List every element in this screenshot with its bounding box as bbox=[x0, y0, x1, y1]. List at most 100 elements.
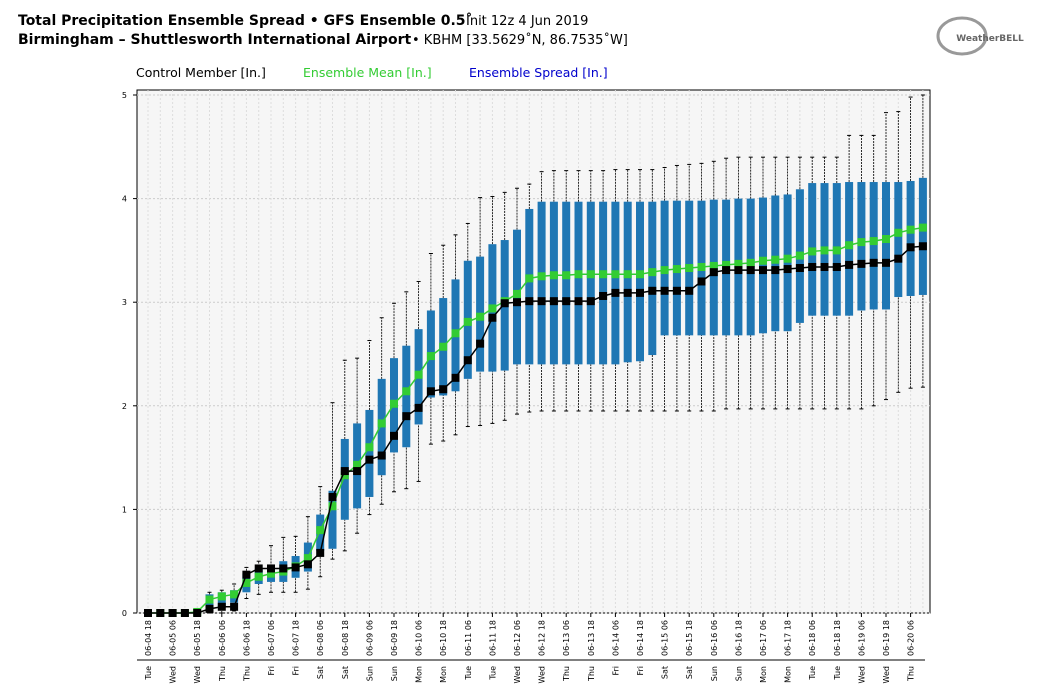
marker bbox=[697, 262, 706, 271]
weekday-label: Tue bbox=[833, 666, 842, 681]
weekday-label: Thu bbox=[587, 666, 596, 682]
marker bbox=[562, 271, 571, 280]
marker bbox=[795, 264, 804, 273]
x-tick-label: 06-17 18 bbox=[784, 620, 793, 656]
x-tick-label: 06-16 06 bbox=[710, 620, 719, 656]
box bbox=[636, 201, 644, 362]
legend-label: Control Member [In.] bbox=[136, 65, 266, 80]
marker bbox=[353, 460, 362, 469]
logo: WeatherBELL bbox=[936, 16, 1024, 56]
x-tick-label: 06-20 06 bbox=[907, 620, 916, 656]
marker bbox=[562, 297, 571, 306]
legend-label: Ensemble Mean [In.] bbox=[303, 65, 432, 80]
marker bbox=[685, 286, 694, 295]
marker bbox=[426, 352, 435, 361]
box bbox=[869, 182, 878, 310]
weekday-label: Mon bbox=[439, 666, 448, 683]
marker bbox=[316, 526, 325, 535]
x-tick-label: 06-11 06 bbox=[464, 620, 473, 656]
chart-title-note: Init 12z 4 Jun 2019 bbox=[466, 14, 588, 29]
marker bbox=[291, 563, 300, 572]
marker bbox=[267, 564, 275, 573]
weekday-label: Mon bbox=[759, 666, 768, 683]
chart-subtitle: Birmingham – Shuttlesworth International… bbox=[18, 32, 411, 48]
marker bbox=[832, 262, 841, 271]
x-tick-label: 06-12 06 bbox=[513, 620, 522, 656]
weekday-label: Thu bbox=[562, 666, 571, 682]
weekday-label: Sun bbox=[390, 666, 399, 681]
marker bbox=[771, 266, 780, 275]
x-tick-label: 06-08 06 bbox=[316, 620, 325, 656]
marker bbox=[476, 339, 485, 348]
weekday-label: Mon bbox=[784, 666, 793, 683]
weekday-label: Wed bbox=[857, 666, 866, 683]
marker bbox=[463, 356, 472, 365]
marker bbox=[340, 471, 349, 480]
marker bbox=[537, 272, 546, 281]
marker bbox=[808, 247, 817, 256]
marker bbox=[549, 271, 558, 280]
marker bbox=[488, 304, 497, 313]
box bbox=[402, 345, 411, 448]
marker bbox=[402, 412, 411, 421]
box bbox=[882, 182, 890, 310]
marker bbox=[882, 258, 890, 267]
weekday-label: Tue bbox=[464, 666, 473, 681]
box bbox=[365, 409, 374, 497]
marker bbox=[709, 268, 718, 277]
marker bbox=[697, 277, 706, 286]
marker bbox=[402, 387, 411, 396]
marker bbox=[894, 254, 903, 263]
y-tick-label: 4 bbox=[122, 195, 127, 204]
marker bbox=[709, 261, 718, 270]
marker bbox=[377, 451, 386, 460]
marker bbox=[205, 595, 214, 604]
marker bbox=[230, 602, 239, 611]
logo-swirl bbox=[936, 16, 988, 56]
marker bbox=[390, 431, 398, 440]
marker bbox=[832, 246, 841, 255]
marker bbox=[476, 312, 485, 321]
marker bbox=[267, 569, 275, 578]
marker bbox=[340, 467, 349, 476]
marker bbox=[820, 246, 829, 255]
marker bbox=[513, 289, 521, 298]
box bbox=[611, 201, 620, 365]
box bbox=[648, 201, 657, 356]
marker bbox=[525, 274, 534, 283]
y-tick-label: 0 bbox=[122, 609, 127, 618]
y-tick-label: 2 bbox=[122, 402, 127, 411]
marker bbox=[808, 262, 817, 271]
marker bbox=[906, 225, 915, 234]
box bbox=[328, 490, 337, 549]
weekday-label: Wed bbox=[882, 666, 891, 683]
marker bbox=[230, 590, 239, 599]
weekday-label: Thu bbox=[242, 666, 251, 682]
marker bbox=[660, 266, 669, 275]
box bbox=[759, 197, 767, 334]
marker bbox=[525, 297, 534, 306]
legend-label: Ensemble Spread [In.] bbox=[469, 65, 608, 80]
weekday-label: Mon bbox=[415, 666, 424, 683]
weekday-label: Thu bbox=[218, 666, 227, 682]
marker bbox=[451, 373, 460, 382]
marker bbox=[611, 288, 620, 297]
marker bbox=[894, 228, 903, 237]
marker bbox=[746, 266, 755, 275]
box bbox=[918, 177, 927, 295]
marker bbox=[377, 419, 386, 428]
marker bbox=[279, 564, 288, 573]
marker bbox=[488, 313, 497, 322]
marker bbox=[746, 258, 755, 267]
box bbox=[599, 201, 608, 365]
marker bbox=[918, 223, 927, 232]
marker bbox=[636, 270, 644, 279]
box bbox=[783, 194, 792, 332]
marker bbox=[783, 254, 792, 263]
x-tick-label: 06-16 18 bbox=[734, 620, 743, 656]
weekday-label: Sat bbox=[341, 666, 350, 679]
x-tick-label: 06-07 06 bbox=[267, 620, 276, 656]
box bbox=[549, 201, 558, 365]
box bbox=[574, 201, 583, 365]
